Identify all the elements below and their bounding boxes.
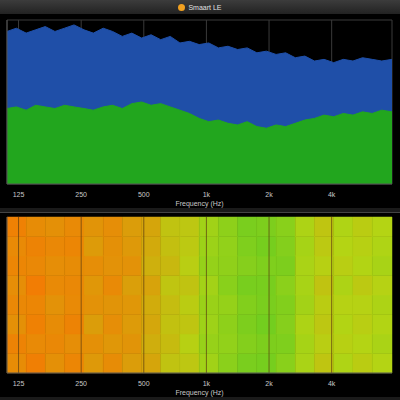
svg-text:1k: 1k — [203, 380, 211, 387]
svg-text:500: 500 — [138, 191, 150, 198]
html-text:Smaart LE: Smaart LE — [188, 3, 222, 11]
svg-text:4k: 4k — [328, 191, 336, 198]
svg-text:2k: 2k — [265, 191, 273, 198]
svg-text:125: 125 — [13, 191, 25, 198]
svg-text:1k: 1k — [203, 191, 211, 198]
svg-text:500: 500 — [138, 380, 150, 387]
svg-text:Frequency (Hz): Frequency (Hz) — [175, 200, 223, 208]
svg-text:4k: 4k — [328, 380, 336, 387]
svg-text:2k: 2k — [265, 380, 273, 387]
svg-text:250: 250 — [75, 191, 87, 198]
svg-text:125: 125 — [13, 380, 25, 387]
svg-text:Frequency (Hz): Frequency (Hz) — [175, 389, 223, 397]
svg-text:250: 250 — [75, 380, 87, 387]
